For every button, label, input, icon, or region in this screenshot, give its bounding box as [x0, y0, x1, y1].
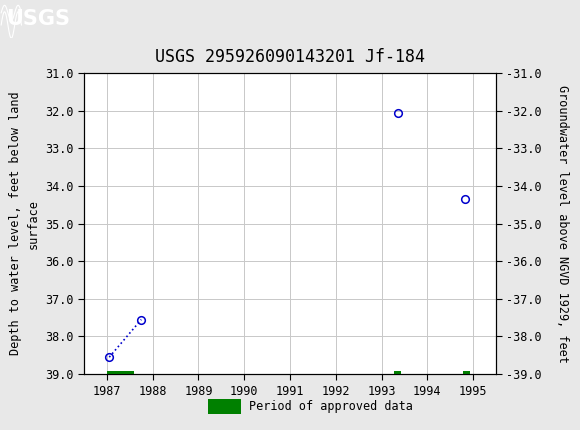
Text: Period of approved data: Period of approved data: [249, 400, 413, 413]
Y-axis label: Depth to water level, feet below land
surface: Depth to water level, feet below land su…: [9, 92, 39, 356]
Title: USGS 295926090143201 Jf-184: USGS 295926090143201 Jf-184: [155, 48, 425, 66]
Text: USGS: USGS: [6, 9, 70, 29]
Bar: [463, 371, 470, 377]
Bar: [208, 399, 241, 414]
Y-axis label: Groundwater level above NGVD 1929, feet: Groundwater level above NGVD 1929, feet: [556, 85, 569, 362]
Bar: [394, 371, 401, 377]
Bar: [107, 371, 133, 377]
